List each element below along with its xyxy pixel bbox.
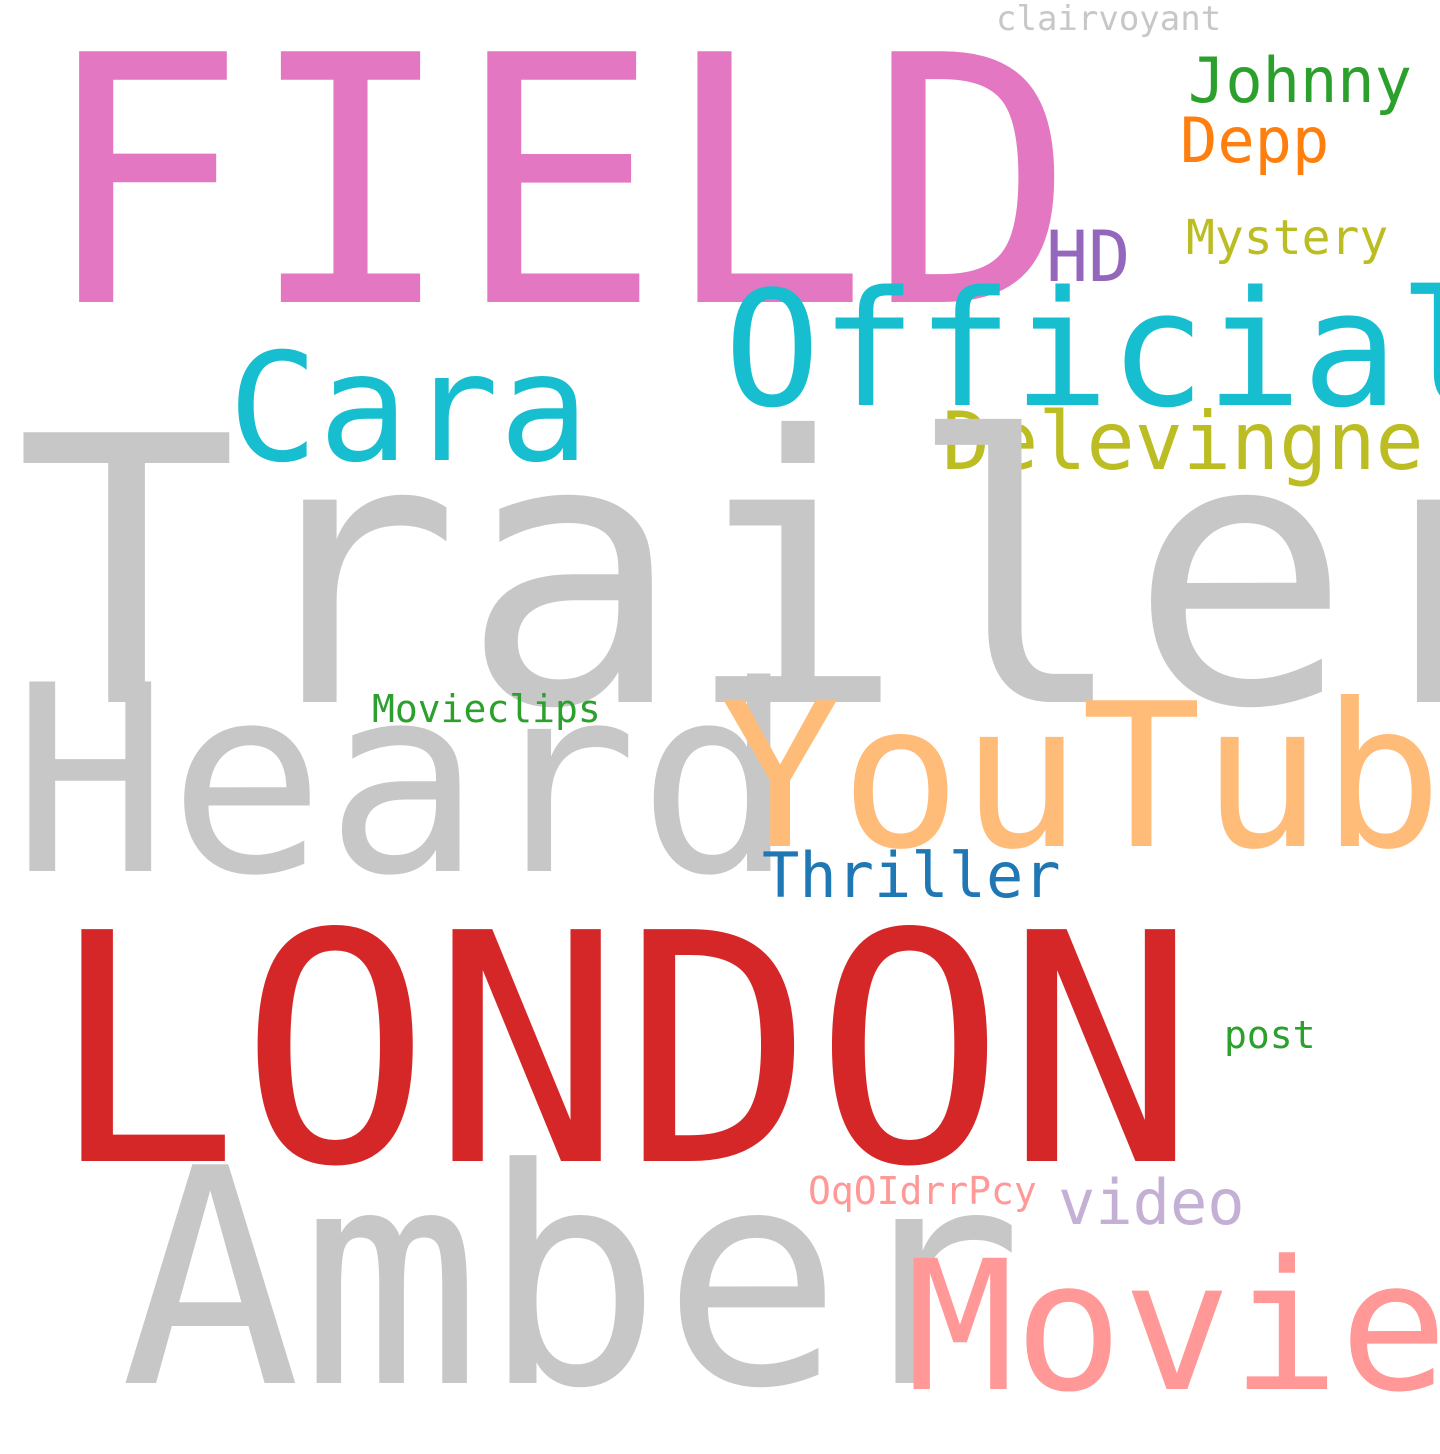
word-oqoidrrpcy: OqOIdrrPcy bbox=[808, 1169, 1037, 1213]
word-depp: Depp bbox=[1180, 104, 1330, 177]
word-thriller: Thriller bbox=[762, 839, 1061, 912]
word-johnny: Johnny bbox=[1188, 44, 1412, 117]
word-official: Official bbox=[724, 256, 1440, 443]
word-delevingne: Delevingne bbox=[942, 395, 1424, 488]
word-trailer: Trailer bbox=[15, 360, 1440, 790]
word-london: LONDON bbox=[48, 866, 1197, 1236]
word-field: FIELD bbox=[40, 0, 1076, 384]
word-amber: Amber bbox=[120, 1105, 1024, 1454]
word-cara: Cara bbox=[228, 322, 590, 496]
word-movie: Movie bbox=[906, 1223, 1440, 1432]
word-post: post bbox=[1224, 1013, 1316, 1057]
word-heard: Heard bbox=[12, 631, 795, 933]
word-video: video bbox=[1058, 1166, 1245, 1239]
word-mystery: Mystery bbox=[1186, 210, 1389, 266]
word-movieclips: Movieclips bbox=[372, 687, 601, 731]
word-youtube: YouTube bbox=[720, 661, 1440, 894]
word-hd: HD bbox=[1046, 216, 1131, 298]
word-clairvoyant: clairvoyant bbox=[996, 0, 1222, 39]
